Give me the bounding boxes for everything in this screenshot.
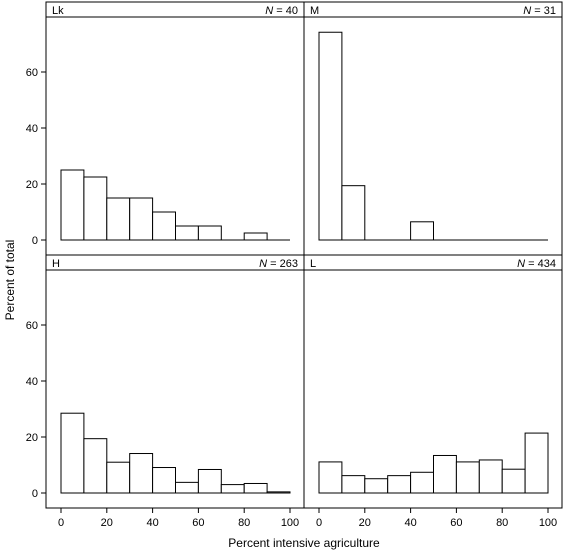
bar-H-70 <box>220 484 245 494</box>
bar-H-40 <box>152 467 177 494</box>
xtick-label-0-0: 0 <box>58 517 64 529</box>
ytick-label-1-60: 60 <box>26 320 38 332</box>
bar-H-60 <box>197 468 222 494</box>
ytick-label-1-0: 0 <box>32 488 38 500</box>
xtick-label-1-40: 40 <box>404 517 416 529</box>
bar-H-80 <box>243 482 268 494</box>
bar-Lk-10 <box>83 176 108 241</box>
panel-title-Lk: Lk <box>52 5 64 17</box>
panel-title-M: M <box>310 5 319 17</box>
bar-L-0 <box>318 461 343 494</box>
y-axis-label: Percent of total <box>3 239 17 321</box>
xtick-label-1-100: 100 <box>539 517 557 529</box>
bar-H-10 <box>83 438 108 494</box>
bar-Lk-80 <box>243 232 268 241</box>
bar-Lk-60 <box>197 225 222 241</box>
bar-H-20 <box>106 461 131 494</box>
bar-M-0 <box>318 31 343 241</box>
ytick-label-0-0: 0 <box>32 235 38 247</box>
bar-L-20 <box>364 478 389 494</box>
xtick-label-0-40: 40 <box>146 517 158 529</box>
xtick-label-1-20: 20 <box>359 517 371 529</box>
bar-Lk-30 <box>129 197 154 241</box>
bar-M-10 <box>341 185 366 241</box>
y-axis-label-wrap: Percent of total <box>2 150 18 410</box>
xtick-label-1-0: 0 <box>316 517 322 529</box>
bar-Lk-0 <box>60 169 85 241</box>
bar-Lk-20 <box>106 197 131 241</box>
ytick-label-1-40: 40 <box>26 376 38 388</box>
bar-L-80 <box>501 468 526 494</box>
bar-H-0 <box>60 412 85 494</box>
panel-n-Lk: N = 40 <box>265 5 298 17</box>
panel-n-L: N = 434 <box>517 258 556 270</box>
xtick-label-0-20: 20 <box>101 517 113 529</box>
bar-H-50 <box>175 481 199 494</box>
bar-L-70 <box>478 459 503 494</box>
xtick-label-0-100: 100 <box>281 517 299 529</box>
bar-Lk-40 <box>152 211 177 241</box>
bar-M-40 <box>410 221 435 241</box>
ytick-label-0-40: 40 <box>26 123 38 135</box>
panel-frame-L <box>303 254 563 509</box>
panel-title-L: L <box>310 258 316 270</box>
ytick-label-0-20: 20 <box>26 179 38 191</box>
xtick-label-1-60: 60 <box>450 517 462 529</box>
x-axis-label: Percent intensive agriculture <box>228 536 380 550</box>
bar-L-10 <box>341 475 366 494</box>
bar-L-60 <box>455 461 480 494</box>
bar-Lk-50 <box>175 225 199 241</box>
panel-n-M: N = 31 <box>523 5 556 17</box>
ytick-label-0-60: 60 <box>26 67 38 79</box>
xtick-label-0-80: 80 <box>238 517 250 529</box>
xtick-label-0-60: 60 <box>192 517 204 529</box>
bar-H-30 <box>129 453 154 494</box>
bar-H-90 <box>266 491 291 494</box>
bar-L-30 <box>387 475 412 494</box>
bar-L-50 <box>433 454 457 494</box>
bar-L-90 <box>524 432 549 494</box>
bar-L-40 <box>410 471 435 494</box>
xtick-label-1-80: 80 <box>496 517 508 529</box>
panel-n-H: N = 263 <box>259 258 298 270</box>
panel-title-H: H <box>52 258 60 270</box>
ytick-label-1-20: 20 <box>26 432 38 444</box>
